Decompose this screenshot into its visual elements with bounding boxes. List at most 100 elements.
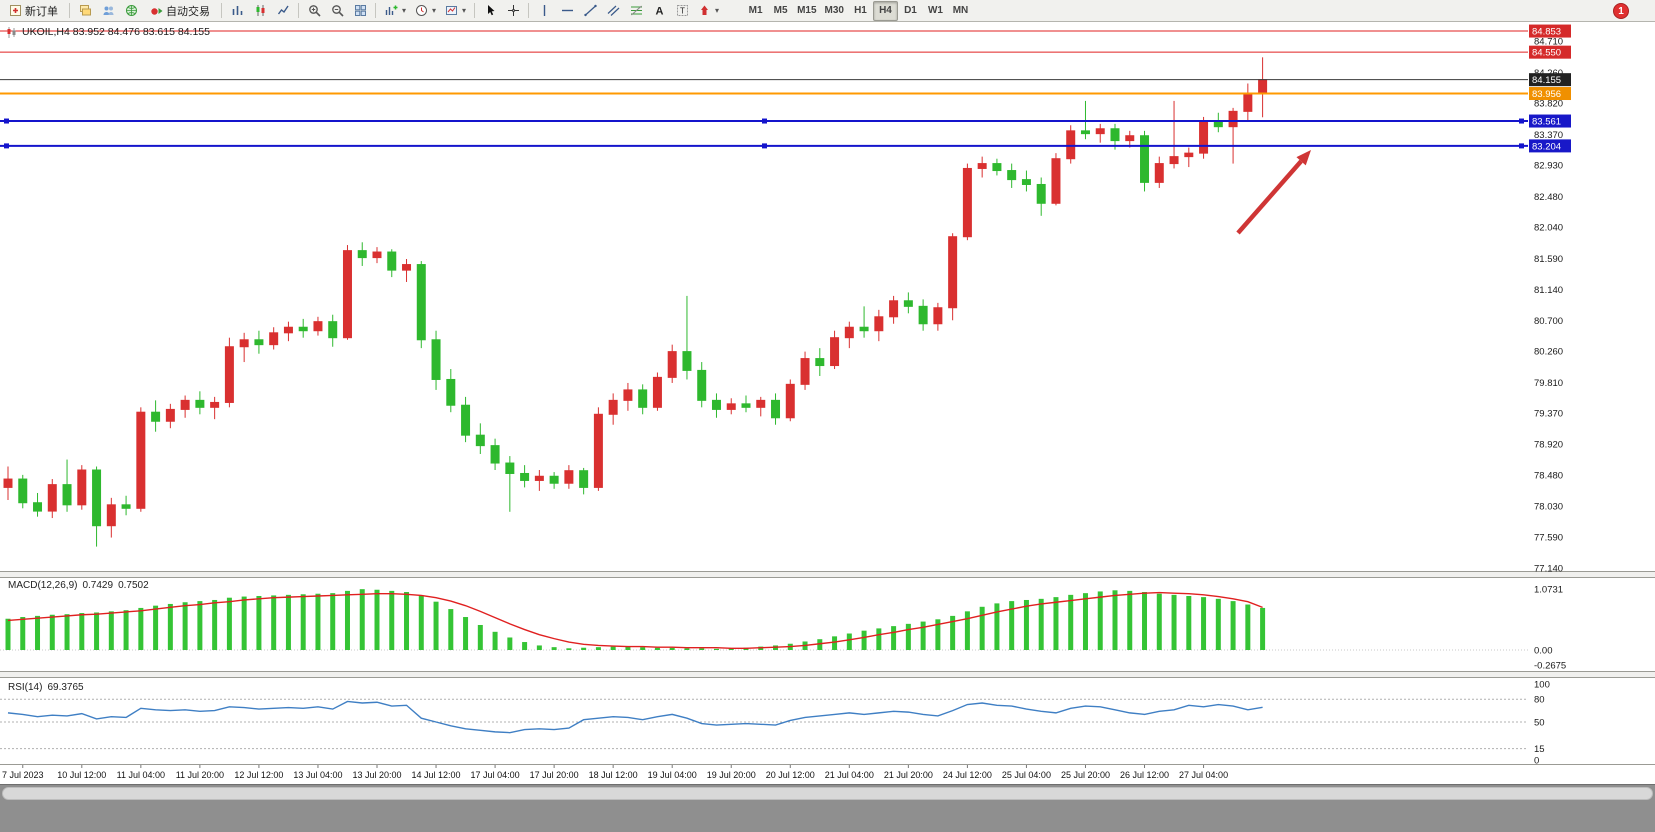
- stack-icon: [79, 4, 92, 17]
- time-label: 13 Jul 20:00: [352, 770, 401, 780]
- candle-body: [387, 251, 397, 271]
- period-button[interactable]: ▾: [411, 1, 440, 21]
- arrows-button[interactable]: ▾: [694, 1, 723, 21]
- macd-axis-label: -0.2675: [1534, 661, 1566, 672]
- candle-body: [1021, 179, 1031, 185]
- bottom-scrollbar-track[interactable]: [0, 784, 1655, 832]
- macd-histogram-bar: [832, 636, 838, 650]
- time-label: 19 Jul 20:00: [707, 770, 756, 780]
- chart-canvas[interactable]: 84.71084.26083.82083.37082.93082.48082.0…: [0, 22, 1655, 784]
- macd-histogram-bar: [581, 647, 587, 650]
- panel-separator[interactable]: [0, 671, 1655, 678]
- candle-body: [47, 484, 57, 512]
- macd-histogram-bar: [920, 621, 926, 650]
- candle-body: [903, 300, 913, 307]
- candle-body: [889, 300, 899, 318]
- macd-histogram-bar: [861, 630, 867, 650]
- fibonacci-button[interactable]: [625, 1, 647, 21]
- macd-histogram-bar: [935, 619, 941, 650]
- timeframe-d1-button[interactable]: D1: [898, 1, 923, 21]
- macd-histogram-bar: [1023, 599, 1029, 650]
- new-chart-button[interactable]: ▾: [380, 1, 410, 21]
- vertical-line-button[interactable]: [533, 1, 555, 21]
- candle-body: [475, 434, 485, 447]
- templates-button[interactable]: ▾: [441, 1, 470, 21]
- candlestick-chart-button[interactable]: [249, 1, 271, 21]
- price-badge: [1529, 24, 1571, 38]
- price-badge-label: 83.204: [1532, 141, 1561, 152]
- candle-body: [416, 264, 426, 341]
- equidistant-channel-icon: [607, 4, 620, 17]
- notification-badge[interactable]: 1: [1613, 3, 1629, 19]
- timeframe-m30-button[interactable]: M30: [821, 1, 848, 21]
- macd-histogram-bar: [1127, 590, 1133, 650]
- macd-histogram-bar: [79, 613, 85, 650]
- crosshair-button[interactable]: [502, 1, 524, 21]
- users-icon: [102, 4, 115, 17]
- macd-signal-line: [7, 591, 1263, 649]
- macd-histogram-bar: [610, 646, 616, 650]
- chart-window: 84.71084.26083.82083.37082.93082.48082.0…: [0, 22, 1655, 784]
- timeframe-mn-button[interactable]: MN: [948, 1, 973, 21]
- candle-body: [372, 251, 382, 259]
- new-order-button[interactable]: 新订单: [2, 1, 65, 21]
- horizontal-line-button[interactable]: [556, 1, 578, 21]
- candle-body: [402, 264, 412, 271]
- auto-trading-button[interactable]: 自动交易: [143, 1, 217, 21]
- line-handle[interactable]: [762, 143, 767, 149]
- line-chart-icon: [277, 4, 290, 17]
- macd-histogram-bar: [1068, 594, 1074, 650]
- price-badge-label: 84.155: [1532, 75, 1561, 86]
- toolbar-separator: [528, 3, 530, 18]
- chevron-down-icon: ▾: [432, 6, 437, 15]
- candle-body: [328, 321, 338, 339]
- panel-separator[interactable]: [0, 571, 1655, 578]
- line-handle[interactable]: [4, 143, 9, 149]
- line-handle[interactable]: [1519, 118, 1524, 124]
- macd-histogram-bar: [669, 647, 675, 650]
- line-handle[interactable]: [762, 118, 767, 124]
- macd-histogram-bar: [1171, 594, 1177, 650]
- channel-button[interactable]: [602, 1, 624, 21]
- text-button[interactable]: A: [648, 1, 670, 21]
- macd-histogram-bar: [418, 595, 424, 650]
- svg-text:A: A: [655, 6, 663, 18]
- line-chart-button[interactable]: [272, 1, 294, 21]
- candle-body: [33, 502, 43, 512]
- price-tick-label: 79.810: [1534, 378, 1563, 389]
- timeframe-m1-button[interactable]: M1: [743, 1, 768, 21]
- accounts-button[interactable]: [97, 1, 119, 21]
- price-tick-label: 84.710: [1534, 37, 1563, 48]
- candle-body: [313, 321, 323, 332]
- candle-body: [933, 307, 943, 325]
- zoom-in-button[interactable]: [303, 1, 325, 21]
- zoom-out-button[interactable]: [326, 1, 348, 21]
- macd-histogram-bar: [846, 633, 852, 650]
- scrollbar-thumb[interactable]: [2, 787, 1653, 800]
- candle-body: [667, 351, 677, 378]
- candle-body: [726, 403, 736, 410]
- tile-windows-button[interactable]: [349, 1, 371, 21]
- candle-body: [638, 389, 648, 408]
- price-badge: [1529, 45, 1571, 59]
- candle-body: [593, 413, 603, 488]
- timeframe-h1-button[interactable]: H1: [848, 1, 873, 21]
- bar-chart-button[interactable]: [226, 1, 248, 21]
- market-watch-button[interactable]: [120, 1, 142, 21]
- charts-stack-button[interactable]: [74, 1, 96, 21]
- timeframe-h4-button[interactable]: H4: [872, 0, 898, 21]
- cursor-button[interactable]: [479, 1, 501, 21]
- cursor-icon: [484, 4, 497, 17]
- trendline-button[interactable]: [579, 1, 601, 21]
- timeframe-m15-button[interactable]: M15: [793, 1, 820, 21]
- candle-body: [505, 462, 515, 474]
- trend-arrow[interactable]: [1236, 150, 1311, 235]
- timeframe-m5-button[interactable]: M5: [768, 1, 793, 21]
- line-handle[interactable]: [1519, 143, 1524, 149]
- toolbar-separator: [474, 3, 476, 18]
- line-handle[interactable]: [4, 118, 9, 124]
- macd-histogram-bar: [182, 602, 188, 650]
- label-button[interactable]: T: [671, 1, 693, 21]
- macd-histogram-bar: [551, 647, 557, 650]
- timeframe-w1-button[interactable]: W1: [923, 1, 948, 21]
